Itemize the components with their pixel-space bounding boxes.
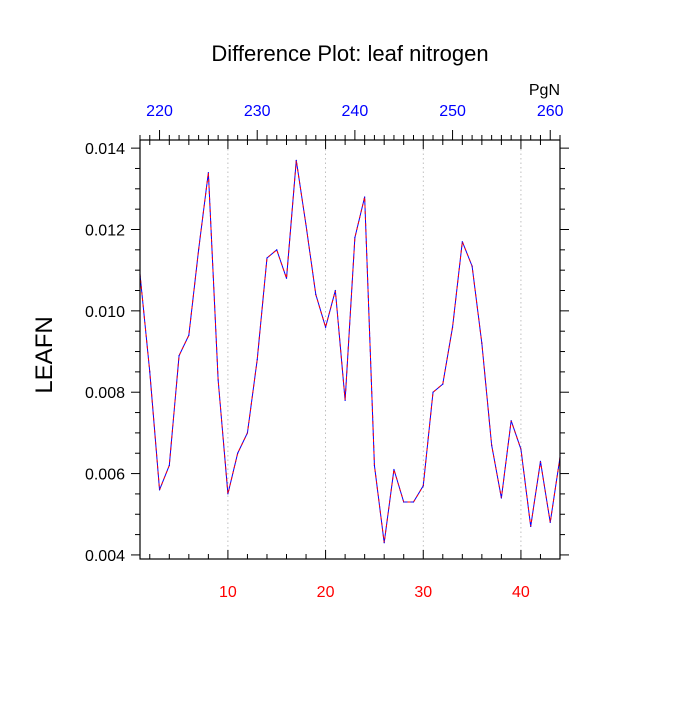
- grid-lines: [227, 140, 522, 559]
- top-tick-label: 250: [439, 103, 466, 120]
- series-line-red: [139, 160, 561, 543]
- data-point: [266, 257, 268, 259]
- data-point: [481, 342, 483, 344]
- data-point: [149, 371, 151, 373]
- y-tick-label: 0.008: [85, 385, 125, 402]
- y-tick-label: 0.012: [85, 222, 125, 239]
- data-point: [412, 501, 415, 503]
- top-axis-unit-label: PgN: [529, 82, 560, 99]
- data-point: [168, 464, 170, 467]
- data-point: [324, 326, 327, 328]
- data-point: [403, 501, 405, 503]
- data-point: [373, 464, 376, 467]
- chart-title: Difference Plot: leaf nitrogen: [211, 41, 488, 66]
- top-tick-label: 220: [146, 103, 173, 120]
- data-point: [295, 159, 297, 161]
- data-point: [217, 379, 219, 381]
- data-point: [491, 444, 493, 446]
- data-point: [227, 493, 229, 495]
- y-tick-label: 0.014: [85, 141, 125, 158]
- data-point: [383, 542, 385, 544]
- data-point: [198, 249, 200, 251]
- data-point: [471, 265, 473, 267]
- data-point: [432, 391, 434, 393]
- top-tick-label: 230: [244, 103, 271, 120]
- y-axis-label: LEAFN: [31, 316, 58, 393]
- data-point: [364, 196, 366, 198]
- data-point: [461, 241, 463, 243]
- y-tick-label: 0.010: [85, 304, 125, 321]
- data-point: [188, 334, 190, 336]
- data-point: [539, 460, 542, 462]
- data-point: [158, 489, 161, 491]
- data-point: [530, 525, 532, 528]
- data-point: [285, 277, 288, 279]
- data-point: [344, 399, 346, 401]
- data-point: [207, 171, 209, 174]
- y-tick-label: 0.004: [85, 548, 125, 565]
- x-tick-label: 40: [512, 584, 530, 601]
- top-tick-label: 260: [537, 103, 564, 120]
- y-tick-label: 0.006: [85, 467, 125, 484]
- data-point: [246, 432, 249, 434]
- data-point: [510, 420, 512, 422]
- top-tick-label: 240: [342, 103, 369, 120]
- x-tick-label: 10: [219, 584, 237, 601]
- data-point: [315, 293, 317, 296]
- data-point: [334, 289, 336, 292]
- data-point: [305, 224, 307, 227]
- data-point: [451, 326, 454, 328]
- data-series: [139, 159, 561, 544]
- data-point: [276, 249, 278, 251]
- data-point: [393, 468, 395, 471]
- data-point: [178, 355, 180, 357]
- data-point: [354, 237, 356, 239]
- data-point: [549, 521, 551, 523]
- plot-frame: [139, 139, 561, 560]
- data-point: [422, 485, 424, 487]
- x-tick-label: 30: [414, 584, 432, 601]
- data-point: [500, 497, 502, 499]
- axes: 10 20 30 40 0.004 0.006 0.008 0.010 0.012 0.014 22…: [85, 103, 569, 601]
- data-point: [256, 359, 258, 361]
- data-point: [442, 383, 444, 385]
- data-point: [237, 452, 239, 454]
- data-point: [520, 448, 522, 450]
- x-tick-label: 20: [317, 584, 335, 601]
